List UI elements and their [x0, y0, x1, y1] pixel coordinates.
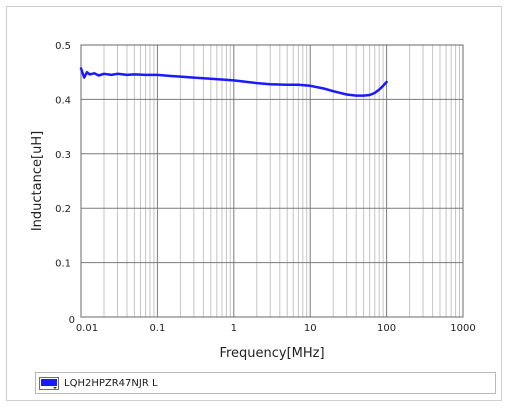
plot-area: 0.01 0.1 1 10 100 1000 0 0.1 0.2 0.3 0.4 0.5 Frequen… [7, 7, 503, 367]
x-tick-label: 0.1 [149, 323, 165, 334]
y-tick-label: 0 [69, 315, 75, 326]
x-tick-label: 1000 [450, 323, 475, 334]
y-tick-label: 0.3 [55, 150, 71, 161]
x-tick-label: 100 [377, 323, 396, 334]
x-tick-label: 0.01 [76, 323, 98, 334]
y-tick-label: 0.4 [55, 95, 71, 106]
inductance-chart: 0.01 0.1 1 10 100 1000 0 0.1 0.2 0.3 0.4 0.5 Frequen… [30, 41, 476, 361]
chart-frame: 0.01 0.1 1 10 100 1000 0 0.1 0.2 0.3 0.4 0.5 Frequen… [6, 6, 502, 401]
legend-swatch[interactable] [39, 376, 59, 390]
y-tick-label: 0.2 [55, 204, 71, 215]
legend-label: LQH2HPZR47NJR L [64, 377, 158, 389]
plot-background [81, 45, 463, 317]
y-axis-title: Inductance[uH] [30, 131, 45, 231]
plot-border [80, 44, 464, 318]
y-tick-label: 0.5 [55, 41, 71, 52]
y-tick-label: 0.1 [55, 259, 71, 270]
x-tick-label: 10 [304, 323, 317, 334]
x-axis-title: Frequency[MHz] [219, 346, 324, 361]
x-tick-label: 1 [231, 323, 237, 334]
chevron-down-icon [53, 386, 57, 389]
legend-swatch-fill [41, 378, 57, 386]
series-line [79, 67, 388, 97]
legend: LQH2HPZR47NJR L [35, 372, 496, 394]
